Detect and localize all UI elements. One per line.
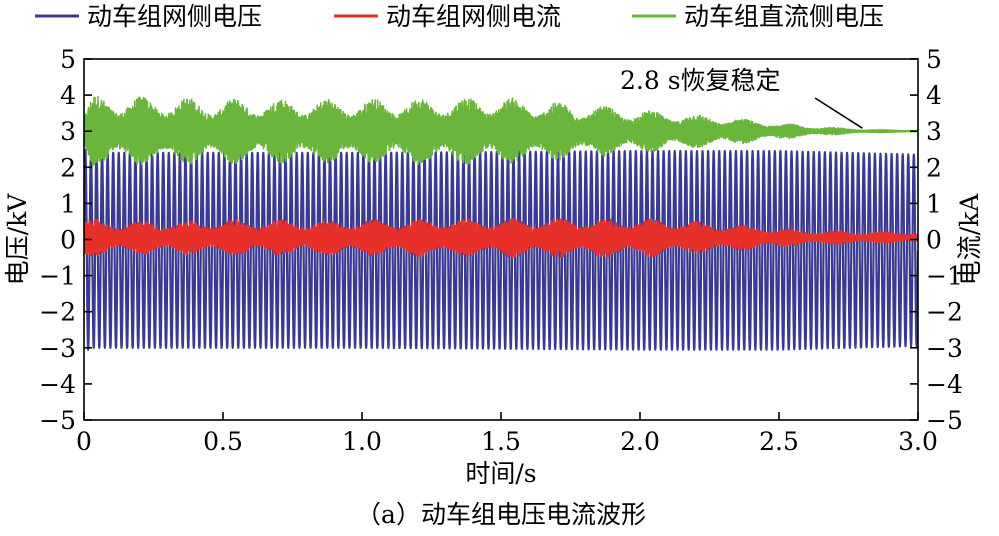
y-tick-label-left: −2 bbox=[39, 298, 76, 327]
x-tick-label: 3.0 bbox=[898, 427, 938, 456]
y-tick-label-right: 3 bbox=[926, 117, 942, 146]
y-axis-label-right: 电流/kA bbox=[955, 193, 984, 286]
x-tick-label: 0 bbox=[76, 427, 92, 456]
x-tick-label: 2.0 bbox=[620, 427, 660, 456]
y-tick-label-left: 2 bbox=[60, 153, 76, 182]
y-tick-label-left: −4 bbox=[39, 370, 76, 399]
legend-label-1: 动车组网侧电压 bbox=[87, 2, 262, 31]
y-tick-label-left: 5 bbox=[60, 45, 76, 74]
legend-label-3: 动车组直流侧电压 bbox=[684, 2, 884, 31]
legend: 动车组网侧电压 动车组网侧电流 动车组直流侧电压 bbox=[35, 2, 884, 31]
y-axis-label-left: 电压/kV bbox=[3, 193, 32, 286]
y-tick-label-right: −1 bbox=[926, 262, 963, 291]
y-tick-label-left: 4 bbox=[60, 81, 76, 110]
annotation-text: 2.8 s恢复稳定 bbox=[620, 66, 781, 95]
annotation-leader-line bbox=[814, 97, 863, 129]
series-line-3 bbox=[84, 95, 918, 168]
y-tick-label-right: 2 bbox=[926, 153, 942, 182]
y-tick-label-right: −2 bbox=[926, 298, 963, 327]
plot-area bbox=[84, 95, 918, 351]
y-tick-label-left: 3 bbox=[60, 117, 76, 146]
y-tick-label-left: −3 bbox=[39, 334, 76, 363]
x-tick-label: 2.5 bbox=[759, 427, 799, 456]
y-tick-label-right: 1 bbox=[926, 189, 942, 218]
series-line-2 bbox=[84, 217, 918, 259]
y-tick-label-right: −4 bbox=[926, 370, 963, 399]
legend-label-2: 动车组网侧电流 bbox=[386, 2, 561, 31]
x-tick-label: 1.0 bbox=[342, 427, 382, 456]
y-tick-label-right: 0 bbox=[926, 226, 942, 255]
y-tick-label-left: 0 bbox=[60, 226, 76, 255]
axes: 5 54 43 32 21 10 0−1 −1−2 −2−3 −3−4 −4−5 −50 0.5 1.0 1… bbox=[39, 45, 963, 456]
y-tick-label-left: −5 bbox=[39, 406, 76, 435]
y-tick-label-right: −3 bbox=[926, 334, 963, 363]
y-tick-label-left: −1 bbox=[39, 262, 76, 291]
y-tick-label-left: 1 bbox=[60, 189, 76, 218]
y-tick-label-right: 4 bbox=[926, 81, 942, 110]
x-axis-label: 时间/s bbox=[465, 459, 536, 488]
x-tick-label: 0.5 bbox=[203, 427, 243, 456]
y-tick-label-right: 5 bbox=[926, 45, 942, 74]
figure-caption: （a）动车组电压电流波形 bbox=[356, 500, 646, 529]
y-tick-label-right: −5 bbox=[926, 406, 963, 435]
x-tick-label: 1.5 bbox=[481, 427, 521, 456]
